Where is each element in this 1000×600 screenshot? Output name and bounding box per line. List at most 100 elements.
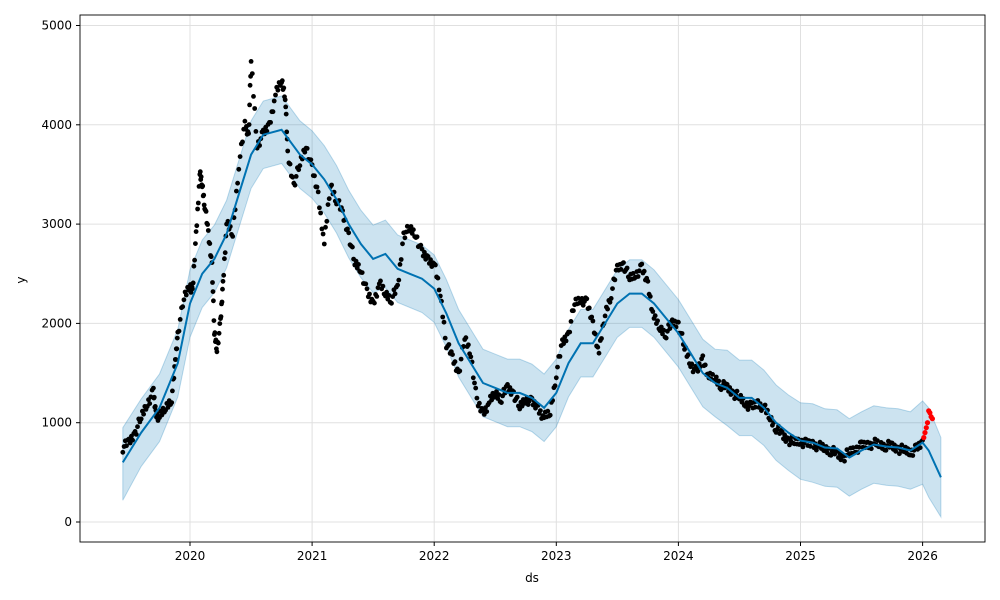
- observed-point: [842, 458, 847, 464]
- observed-point: [287, 161, 293, 167]
- observed-point: [176, 328, 182, 334]
- observed-point: [222, 250, 228, 256]
- observed-point: [414, 234, 420, 240]
- observed-point: [194, 223, 200, 229]
- observed-point: [237, 154, 243, 160]
- observed-point: [374, 294, 380, 299]
- observed-point: [636, 268, 642, 274]
- observed-point: [177, 317, 183, 322]
- observed-point: [323, 224, 328, 230]
- observed-point: [201, 192, 207, 198]
- observed-point: [442, 335, 448, 341]
- observed-point: [356, 262, 361, 267]
- observed-point: [850, 445, 856, 451]
- observed-point: [838, 457, 844, 463]
- x-tick-label: 2026: [907, 549, 938, 563]
- observed-point: [458, 356, 464, 362]
- x-tick-label: 2021: [297, 549, 328, 563]
- observed-point: [433, 262, 438, 268]
- observed-point: [745, 407, 751, 412]
- observed-point: [641, 268, 647, 274]
- observed-point: [635, 274, 641, 279]
- observed-point: [211, 298, 216, 304]
- observed-point: [120, 449, 126, 455]
- observed-point: [279, 78, 285, 84]
- observed-point: [710, 372, 715, 377]
- observed-point: [350, 244, 355, 250]
- observed-point: [375, 285, 381, 291]
- observed-point: [247, 102, 253, 108]
- observed-point: [470, 375, 476, 381]
- observed-point: [281, 85, 287, 91]
- observed-point: [283, 104, 289, 110]
- observed-point: [411, 227, 416, 233]
- observed-point: [220, 286, 225, 292]
- observed-point: [270, 109, 276, 115]
- y-tick-label: 2000: [41, 316, 72, 330]
- recent-point: [929, 416, 936, 422]
- observed-point: [499, 400, 504, 405]
- observed-point: [602, 313, 608, 319]
- observed-point: [652, 313, 658, 319]
- observed-point: [716, 378, 722, 384]
- observed-point: [283, 111, 289, 117]
- observed-point: [702, 362, 708, 368]
- observed-point: [151, 385, 156, 391]
- observed-point: [363, 281, 369, 287]
- observed-point: [389, 300, 394, 306]
- forecast-line: [121, 128, 942, 478]
- observed-point: [418, 242, 424, 248]
- observed-point: [326, 196, 332, 202]
- observed-point: [563, 338, 569, 344]
- yhat-line: [121, 128, 942, 478]
- observed-point: [190, 280, 196, 286]
- observed-point: [135, 424, 140, 430]
- observed-point: [446, 342, 452, 347]
- observed-point: [210, 280, 215, 285]
- observed-point: [329, 182, 334, 188]
- observed-point: [718, 387, 724, 393]
- observed-point: [893, 448, 899, 454]
- observed-point: [584, 296, 590, 302]
- observed-point: [663, 335, 669, 341]
- observed-point: [247, 82, 253, 88]
- observed-point: [457, 368, 463, 374]
- observed-point: [246, 131, 252, 136]
- observed-point: [367, 291, 372, 297]
- observed-point: [174, 346, 180, 352]
- observed-point: [386, 293, 392, 298]
- observed-point: [275, 87, 281, 93]
- observed-point: [325, 202, 331, 208]
- observed-point: [844, 447, 850, 453]
- observed-point: [240, 139, 245, 145]
- observed-point: [372, 300, 377, 306]
- observed-point: [395, 282, 400, 288]
- observed-point: [292, 182, 298, 188]
- observed-point: [586, 305, 592, 311]
- observed-point: [364, 286, 370, 292]
- observed-point: [477, 400, 482, 406]
- x-tick-label: 2020: [175, 549, 206, 563]
- observed-point: [608, 296, 614, 301]
- observed-point: [605, 306, 610, 312]
- observed-point: [315, 189, 321, 195]
- observed-point: [282, 97, 288, 103]
- observed-point: [525, 402, 531, 407]
- observed-point: [252, 106, 258, 111]
- observed-point: [910, 453, 916, 458]
- y-tick-label: 5000: [41, 19, 72, 33]
- observed-point: [147, 401, 153, 406]
- observed-point: [207, 241, 213, 247]
- observed-point: [567, 329, 573, 335]
- recent-point: [921, 435, 927, 441]
- observed-point: [195, 200, 201, 206]
- observed-point: [236, 166, 242, 172]
- observed-point: [553, 375, 559, 381]
- observed-point: [380, 283, 386, 289]
- observed-point: [452, 359, 458, 365]
- observed-point: [133, 432, 139, 437]
- observed-point: [242, 118, 248, 124]
- observed-point: [221, 272, 227, 278]
- observed-point: [321, 241, 327, 247]
